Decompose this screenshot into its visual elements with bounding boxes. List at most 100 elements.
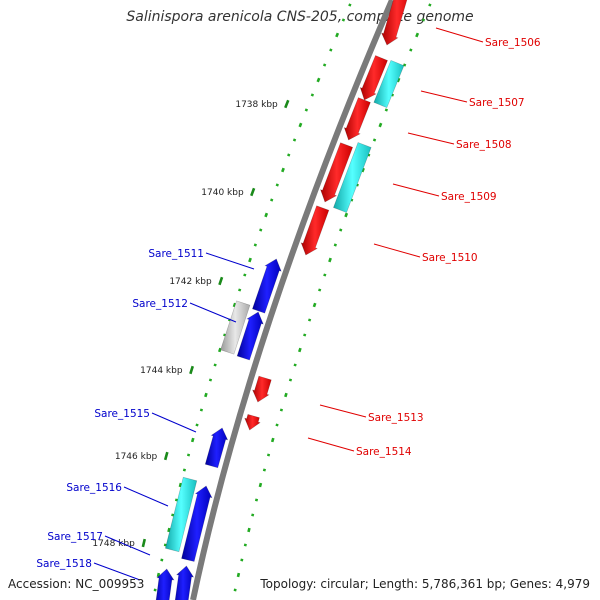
gene-label-sare-1510[interactable]: Sare_1510 xyxy=(422,252,478,264)
gene-arrow-sare-1507[interactable] xyxy=(359,55,388,101)
gene-arrow-sare-1517[interactable] xyxy=(173,565,195,600)
tick-mark xyxy=(141,538,147,548)
gc-dot-outer-35 xyxy=(251,513,255,517)
gc-dot-inner-36 xyxy=(167,527,171,533)
gc-dot-inner-8 xyxy=(304,108,309,112)
gene-arrow-sare-1509[interactable] xyxy=(320,142,354,203)
gc-dot-outer-24 xyxy=(298,347,302,353)
gene-arrow-sare-1513[interactable] xyxy=(252,375,272,403)
rna-feature-sare-1507[interactable] xyxy=(373,59,405,109)
gene-leader-line xyxy=(123,486,169,507)
gc-dot-outer-26 xyxy=(288,378,293,382)
gc-dot-outer-36 xyxy=(247,527,251,533)
gene-arrow-sare-1510[interactable] xyxy=(300,205,330,256)
gc-dot-outer-13 xyxy=(355,183,359,187)
gene-labels[interactable]: Sare_1506 Sare_1507 Sare_1508 Sare_1509 Sare… xyxy=(36,27,541,581)
gc-dot-inner-3 xyxy=(335,32,340,38)
gc-dot-outer-18 xyxy=(328,257,332,263)
gene-arrow-sare-1515[interactable] xyxy=(204,427,229,469)
gc-dot-outer-29 xyxy=(275,423,279,427)
gc-dot-inner-38 xyxy=(160,558,164,562)
gene-label-sare-1514[interactable]: Sare_1514 xyxy=(356,446,412,458)
gene-leader-line xyxy=(151,412,197,433)
gene-label-sare-1509[interactable]: Sare_1509 xyxy=(441,191,497,203)
gene-label-sare-1517[interactable]: Sare_1517 xyxy=(47,531,103,543)
gene-leader-line xyxy=(205,252,255,270)
gc-dot-outer-11 xyxy=(367,153,371,157)
gene-label-sare-1508[interactable]: Sare_1508 xyxy=(456,139,512,151)
gc-dot-outer-28 xyxy=(279,408,284,412)
gc-dot-inner-35 xyxy=(171,513,175,517)
gene-arrow-sare-1518[interactable] xyxy=(154,568,175,600)
gc-dot-inner-25 xyxy=(213,363,217,367)
gc-dot-inner-13 xyxy=(275,183,279,187)
gc-dot-inner-39 xyxy=(156,572,161,578)
gc-dot-inner-17 xyxy=(253,243,257,247)
gc-dot-outer-6 xyxy=(396,77,401,83)
tick-mark xyxy=(189,365,194,375)
gc-dot-outer-9 xyxy=(378,122,383,128)
gene-leader-line xyxy=(104,535,151,556)
gc-dot-inner-2 xyxy=(341,18,346,22)
gene-leader-line xyxy=(307,437,355,452)
gc-dot-outer-1 xyxy=(428,3,432,7)
gene-leader-line xyxy=(373,243,421,258)
gene-arrow-sare-1514[interactable] xyxy=(244,413,261,431)
gc-dot-inner-1 xyxy=(348,3,352,7)
gc-dot-outer-38 xyxy=(240,558,244,562)
gc-dot-inner-12 xyxy=(281,167,285,173)
gc-dot-inner-32 xyxy=(182,468,186,472)
gene-arrow-sare-1512[interactable] xyxy=(236,311,264,361)
gc-dot-outer-14 xyxy=(350,198,354,202)
gc-dot-outer-22 xyxy=(307,318,312,322)
gc-dot-inner-16 xyxy=(259,228,263,232)
gc-dot-inner-21 xyxy=(232,302,237,308)
gene-arrow-sare-1511[interactable] xyxy=(252,258,282,314)
gc-dot-inner-24 xyxy=(218,347,222,353)
tick-mark xyxy=(284,99,290,109)
tick-label: 1742 kbp xyxy=(169,277,212,287)
tick-mark xyxy=(163,451,169,461)
accession-label: Accession: NC_009953 xyxy=(8,577,145,591)
gc-dot-outer-16 xyxy=(339,228,343,232)
gc-dot-outer-34 xyxy=(254,498,259,502)
genome-summary: Topology: circular; Length: 5,786,361 bp… xyxy=(260,577,590,591)
gene-label-sare-1513[interactable]: Sare_1513 xyxy=(368,412,424,424)
gene-label-sare-1512[interactable]: Sare_1512 xyxy=(132,298,188,310)
gene-label-sare-1518[interactable]: Sare_1518 xyxy=(36,558,92,570)
gene-label-sare-1516[interactable]: Sare_1516 xyxy=(66,482,122,494)
gene-label-sare-1511[interactable]: Sare_1511 xyxy=(148,248,204,260)
genome-backbone xyxy=(190,0,395,600)
gene-leader-line xyxy=(319,404,367,418)
gene-arrow-sare-1508[interactable] xyxy=(343,97,371,141)
gc-dot-outer-7 xyxy=(390,93,395,97)
gc-dot-outer-25 xyxy=(293,363,297,367)
gc-dot-outer-40 xyxy=(233,588,237,592)
gc-dot-outer-23 xyxy=(303,333,307,337)
gene-label-sare-1515[interactable]: Sare_1515 xyxy=(94,408,150,420)
gene-leader-line xyxy=(407,132,455,145)
gc-dot-outer-33 xyxy=(258,482,263,488)
gene-leader-line xyxy=(93,562,141,581)
pseudo-feature-sare-1512[interactable] xyxy=(220,300,251,355)
gc-dot-outer-10 xyxy=(372,138,377,142)
gene-leader-line xyxy=(435,27,484,43)
gene-arrow-sare-1516[interactable] xyxy=(181,485,213,562)
gc-dot-inner-20 xyxy=(238,288,242,292)
gc-dot-outer-4 xyxy=(409,48,413,52)
gc-dot-outer-21 xyxy=(312,302,317,308)
tick-label: 1744 kbp xyxy=(140,366,183,376)
gc-dot-inner-23 xyxy=(223,333,227,337)
rna-feature-sare-1509[interactable] xyxy=(333,142,372,213)
gc-dot-inner-30 xyxy=(190,437,195,443)
gc-dot-inner-19 xyxy=(243,273,247,277)
gc-dot-inner-9 xyxy=(298,122,303,128)
gene-arrow-sare-1506[interactable] xyxy=(381,0,413,46)
gene-label-sare-1507[interactable]: Sare_1507 xyxy=(469,97,525,109)
gc-dot-inner-14 xyxy=(270,198,274,202)
gene-features[interactable] xyxy=(154,0,413,600)
gc-dot-inner-29 xyxy=(195,423,199,427)
rna-feature-sare-1516[interactable] xyxy=(165,476,198,553)
gene-label-sare-1506[interactable]: Sare_1506 xyxy=(485,37,541,49)
